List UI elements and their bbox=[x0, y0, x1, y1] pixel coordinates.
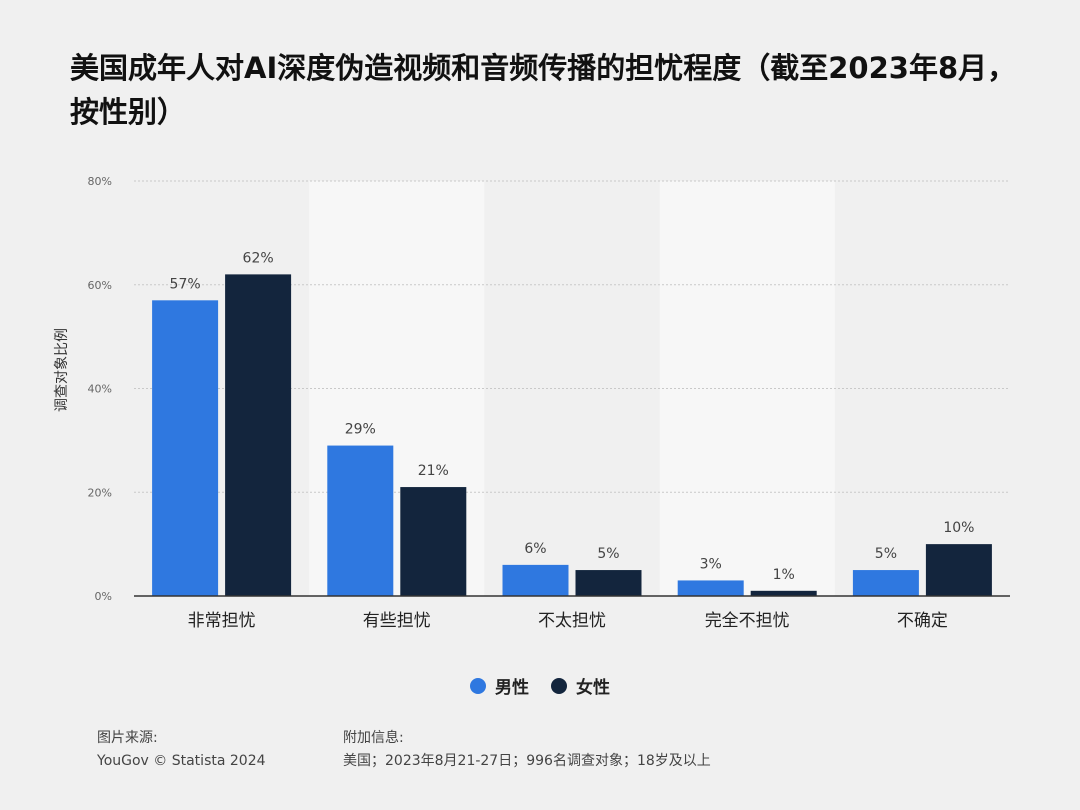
info-heading: 附加信息: bbox=[343, 730, 404, 746]
source-text[interactable]: YouGov © Statista 2024 bbox=[97, 753, 266, 769]
y-tick-label: 40% bbox=[88, 383, 112, 396]
bar-women bbox=[225, 274, 292, 596]
bar-men bbox=[852, 570, 919, 596]
legend-swatch-men bbox=[470, 677, 486, 694]
bar-men bbox=[327, 445, 394, 596]
x-tick-label: 非常担忧 bbox=[188, 611, 256, 631]
legend: 男性 女性 bbox=[0, 673, 1080, 698]
y-axis-label: 调查对象比例 bbox=[54, 328, 70, 412]
y-tick-label: 20% bbox=[88, 486, 112, 499]
legend-item-men[interactable]: 男性 bbox=[470, 673, 529, 698]
bar-women bbox=[400, 487, 467, 596]
data-label: 1% bbox=[773, 567, 795, 583]
legend-swatch-women bbox=[551, 677, 567, 694]
x-tick-label: 有些担忧 bbox=[363, 611, 431, 631]
data-label: 57% bbox=[170, 276, 201, 292]
x-tick-label: 完全不担忧 bbox=[705, 611, 790, 631]
x-tick-label: 不太担忧 bbox=[538, 611, 606, 631]
data-label: 10% bbox=[943, 520, 974, 536]
y-tick-label: 80% bbox=[88, 175, 112, 188]
legend-label-men: 男性 bbox=[495, 678, 529, 698]
data-label: 62% bbox=[243, 250, 274, 266]
bar-chart: 0% 20% 40% 60% 80% 57% 62% 非常担忧 29% 21% 有些担忧 6% 5% 不太… bbox=[88, 175, 1010, 631]
bar-men bbox=[677, 580, 744, 596]
y-tick-label: 60% bbox=[88, 279, 112, 292]
source-heading: 图片来源: bbox=[97, 730, 158, 746]
legend-label-women: 女性 bbox=[576, 678, 610, 698]
bar-men bbox=[152, 300, 219, 596]
chart-title: 美国成年人对AI深度伪造视频和音频传播的担忧程度（截至2023年8月，按性别） bbox=[70, 51, 1017, 129]
legend-item-women[interactable]: 女性 bbox=[551, 673, 610, 698]
data-label: 29% bbox=[345, 422, 376, 438]
bar-women bbox=[575, 570, 642, 596]
data-label: 5% bbox=[875, 546, 897, 562]
bar-women bbox=[750, 590, 817, 596]
info-text: 美国；2023年8月21-27日；996名调查对象；18岁及以上 bbox=[343, 753, 711, 769]
data-label: 3% bbox=[700, 556, 722, 572]
data-label: 21% bbox=[418, 463, 449, 479]
y-tick-label: 0% bbox=[95, 590, 112, 603]
bar-men bbox=[502, 564, 569, 596]
info-block: 附加信息: 美国；2023年8月21-27日；996名调查对象；18岁及以上 bbox=[343, 727, 711, 773]
bar-women bbox=[925, 544, 992, 596]
data-label: 6% bbox=[524, 541, 546, 557]
data-label: 5% bbox=[597, 546, 619, 562]
source-block: 图片来源: YouGov © Statista 2024 bbox=[97, 727, 266, 773]
x-tick-label: 不确定 bbox=[897, 611, 948, 631]
